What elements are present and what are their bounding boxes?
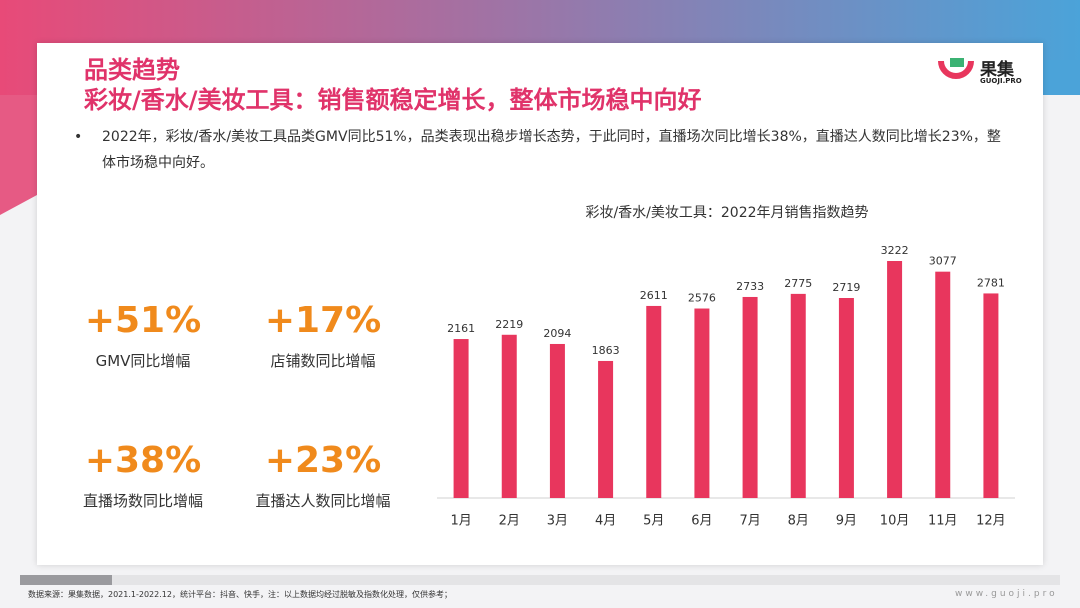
- x-tick-label: 2月: [499, 514, 520, 529]
- kpi-value: +38%: [84, 440, 202, 481]
- data-label: 2219: [495, 318, 523, 331]
- kpi-value: +51%: [84, 300, 202, 341]
- data-label: 2775: [784, 277, 812, 290]
- data-label: 2719: [832, 281, 860, 294]
- x-tick-label: 9月: [836, 514, 857, 529]
- x-tick-label: 11月: [928, 514, 958, 529]
- footer-source: 数据来源：果集数据，2021.1-2022.12，统计平台：抖音、快手，注：以上…: [28, 590, 452, 599]
- slide-title: 彩妆/香水/美妆工具：销售额稳定增长，整体市场稳中向好: [84, 86, 702, 114]
- footer-site: www.guoji.pro: [955, 589, 1058, 599]
- data-label: 3222: [881, 244, 909, 257]
- x-tick-label: 8月: [788, 514, 809, 529]
- bar: [646, 305, 662, 498]
- bar: [887, 261, 903, 498]
- kpi-label: 直播达人数同比增幅: [255, 492, 391, 510]
- logo-name: 果集: [980, 60, 1014, 80]
- bullet-text: 2022年，彩妆/香水/美妆工具品类GMV同比51%，品类表现出稳步增长态势，于…: [102, 129, 1001, 171]
- bar: [983, 293, 999, 498]
- kpi-value: +23%: [264, 440, 382, 481]
- logo-domain: GUOJI.PRO: [980, 77, 1022, 85]
- card: [37, 43, 1043, 565]
- data-label: 2576: [688, 292, 716, 305]
- x-tick-label: 1月: [450, 514, 471, 529]
- bar: [742, 296, 758, 498]
- chart-title: 彩妆/香水/美妆工具：2022年月销售指数趋势: [585, 205, 868, 221]
- kpi-label: 店铺数同比增幅: [270, 352, 376, 370]
- kpi-value: +17%: [264, 300, 382, 341]
- bar: [598, 360, 614, 498]
- data-label: 3077: [929, 255, 957, 268]
- x-tick-label: 3月: [547, 514, 568, 529]
- x-tick-label: 6月: [691, 514, 712, 529]
- bar: [694, 308, 710, 498]
- x-tick-label: 10月: [880, 514, 910, 529]
- section-title: 品类趋势: [84, 56, 180, 84]
- bar: [549, 343, 565, 498]
- data-label: 2611: [640, 289, 668, 302]
- kpi-label: GMV同比增幅: [95, 352, 191, 370]
- data-label: 2094: [543, 327, 571, 340]
- bar: [790, 293, 806, 498]
- data-label: 1863: [592, 344, 620, 357]
- x-tick-label: 7月: [739, 514, 760, 529]
- data-label: 2161: [447, 322, 475, 335]
- x-tick-label: 4月: [595, 514, 616, 529]
- bar: [453, 339, 469, 498]
- bullet-dot: •: [74, 129, 83, 145]
- bar: [838, 297, 854, 498]
- data-label: 2781: [977, 276, 1005, 289]
- bar: [935, 271, 951, 498]
- logo-icon: [938, 58, 974, 79]
- bar: [501, 334, 517, 498]
- kpi-label: 直播场数同比增幅: [82, 492, 203, 510]
- x-tick-label: 5月: [643, 514, 664, 529]
- data-label: 2733: [736, 280, 764, 293]
- x-tick-label: 12月: [976, 514, 1006, 529]
